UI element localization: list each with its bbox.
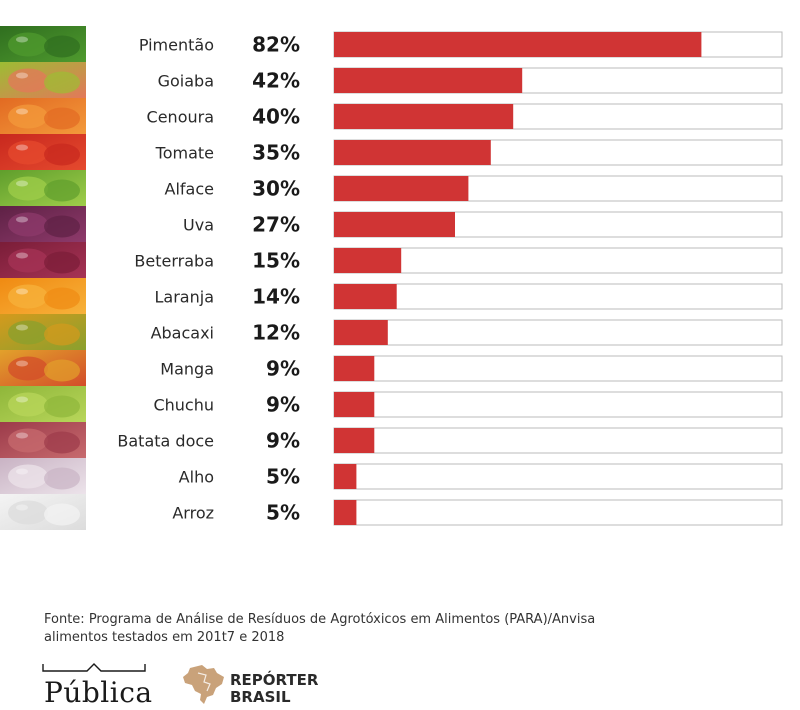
source-note: Fonte: Programa de Análise de Resíduos d… <box>44 611 595 647</box>
category-label: Tomate <box>155 144 214 163</box>
chart-rows: Pimentão 82% Goiaba 42% Cenoura 40% Tomate 35% A… <box>117 31 783 526</box>
chayote-icon <box>0 386 86 422</box>
value-label: 27% <box>252 213 300 237</box>
bar-track <box>333 355 783 382</box>
chart-row: Alface 30% <box>165 175 783 202</box>
source-line-2: alimentos testados em 201t7 e 2018 <box>44 630 285 645</box>
lettuce-icon <box>0 170 86 206</box>
publica-bracket-icon <box>42 663 146 672</box>
chart-row: Uva 27% <box>183 211 783 238</box>
value-label: 9% <box>266 393 300 417</box>
bar <box>334 320 388 345</box>
value-label: 30% <box>252 177 300 201</box>
category-label: Arroz <box>172 504 214 523</box>
brazil-map-icon <box>183 665 224 704</box>
category-label: Cenoura <box>147 108 214 127</box>
category-label: Batata doce <box>117 432 214 451</box>
mango-icon <box>0 350 86 386</box>
value-label: 82% <box>252 33 300 57</box>
grape-icon <box>0 206 86 242</box>
chart-row: Pimentão 82% <box>139 31 783 58</box>
beet-icon <box>0 242 86 278</box>
reporter-brasil-logo: REPÓRTER BRASIL <box>180 664 340 708</box>
chart-row: Chuchu 9% <box>153 391 783 418</box>
carrot-icon <box>0 98 86 134</box>
bar <box>334 104 514 129</box>
orange-icon <box>0 278 86 314</box>
rice-icon <box>0 494 86 530</box>
value-label: 14% <box>252 285 300 309</box>
tomato-icon <box>0 134 86 170</box>
bar <box>334 140 491 165</box>
value-label: 9% <box>266 429 300 453</box>
bar-track <box>333 247 783 274</box>
chart-row: Manga 9% <box>160 355 783 382</box>
category-label: Alho <box>179 468 214 487</box>
value-label: 12% <box>252 321 300 345</box>
value-label: 9% <box>266 357 300 381</box>
bar <box>334 428 375 453</box>
value-label: 15% <box>252 249 300 273</box>
bar <box>334 464 357 489</box>
bar <box>334 356 375 381</box>
category-label: Abacaxi <box>151 324 214 343</box>
bar <box>334 68 523 93</box>
chart-row: Abacaxi 12% <box>151 319 783 346</box>
bar-track <box>333 283 783 310</box>
bar <box>334 212 455 237</box>
bar <box>334 176 469 201</box>
bar-chart: Pimentão 82% Goiaba 42% Cenoura 40% Tomate 35% A… <box>0 26 783 530</box>
bar <box>334 248 402 273</box>
guava-icon <box>0 62 86 98</box>
reporter-wordmark-line2: BRASIL <box>230 688 291 706</box>
bar-track <box>333 463 783 490</box>
publica-wordmark: Pública <box>44 676 153 709</box>
chart-row: Laranja 14% <box>155 283 783 310</box>
bar-track <box>333 319 783 346</box>
value-label: 40% <box>252 105 300 129</box>
sweet-potato-icon <box>0 422 86 458</box>
bar <box>334 32 702 57</box>
bar-track <box>333 427 783 454</box>
bar <box>334 392 375 417</box>
pineapple-icon <box>0 314 86 350</box>
pepper-icon <box>0 26 86 62</box>
chart-row: Batata doce 9% <box>117 427 783 454</box>
source-line-1: Fonte: Programa de Análise de Resíduos d… <box>44 612 596 627</box>
bar <box>334 500 357 525</box>
value-label: 42% <box>252 69 300 93</box>
bar-track <box>333 499 783 526</box>
chart-row: Cenoura 40% <box>147 103 783 130</box>
category-label: Alface <box>165 180 214 199</box>
garlic-icon <box>0 458 86 494</box>
bar-track <box>333 391 783 418</box>
chart-row: Tomate 35% <box>155 139 783 166</box>
publica-logo: Pública <box>42 662 153 710</box>
bar <box>334 284 397 309</box>
chart-row: Alho 5% <box>179 463 783 490</box>
value-label: 35% <box>252 141 300 165</box>
chart-row: Beterraba 15% <box>134 247 783 274</box>
category-label: Uva <box>183 216 214 235</box>
value-label: 5% <box>266 501 300 525</box>
produce-photo-strip <box>0 26 86 530</box>
value-label: 5% <box>266 465 300 489</box>
category-label: Goiaba <box>158 72 214 91</box>
chart-row: Arroz 5% <box>172 499 783 526</box>
category-label: Pimentão <box>139 36 214 55</box>
category-label: Chuchu <box>153 396 214 415</box>
category-label: Manga <box>160 360 214 379</box>
category-label: Beterraba <box>134 252 214 271</box>
reporter-wordmark-line1: REPÓRTER <box>230 671 319 689</box>
chart-row: Goiaba 42% <box>158 67 783 94</box>
category-label: Laranja <box>155 288 215 307</box>
